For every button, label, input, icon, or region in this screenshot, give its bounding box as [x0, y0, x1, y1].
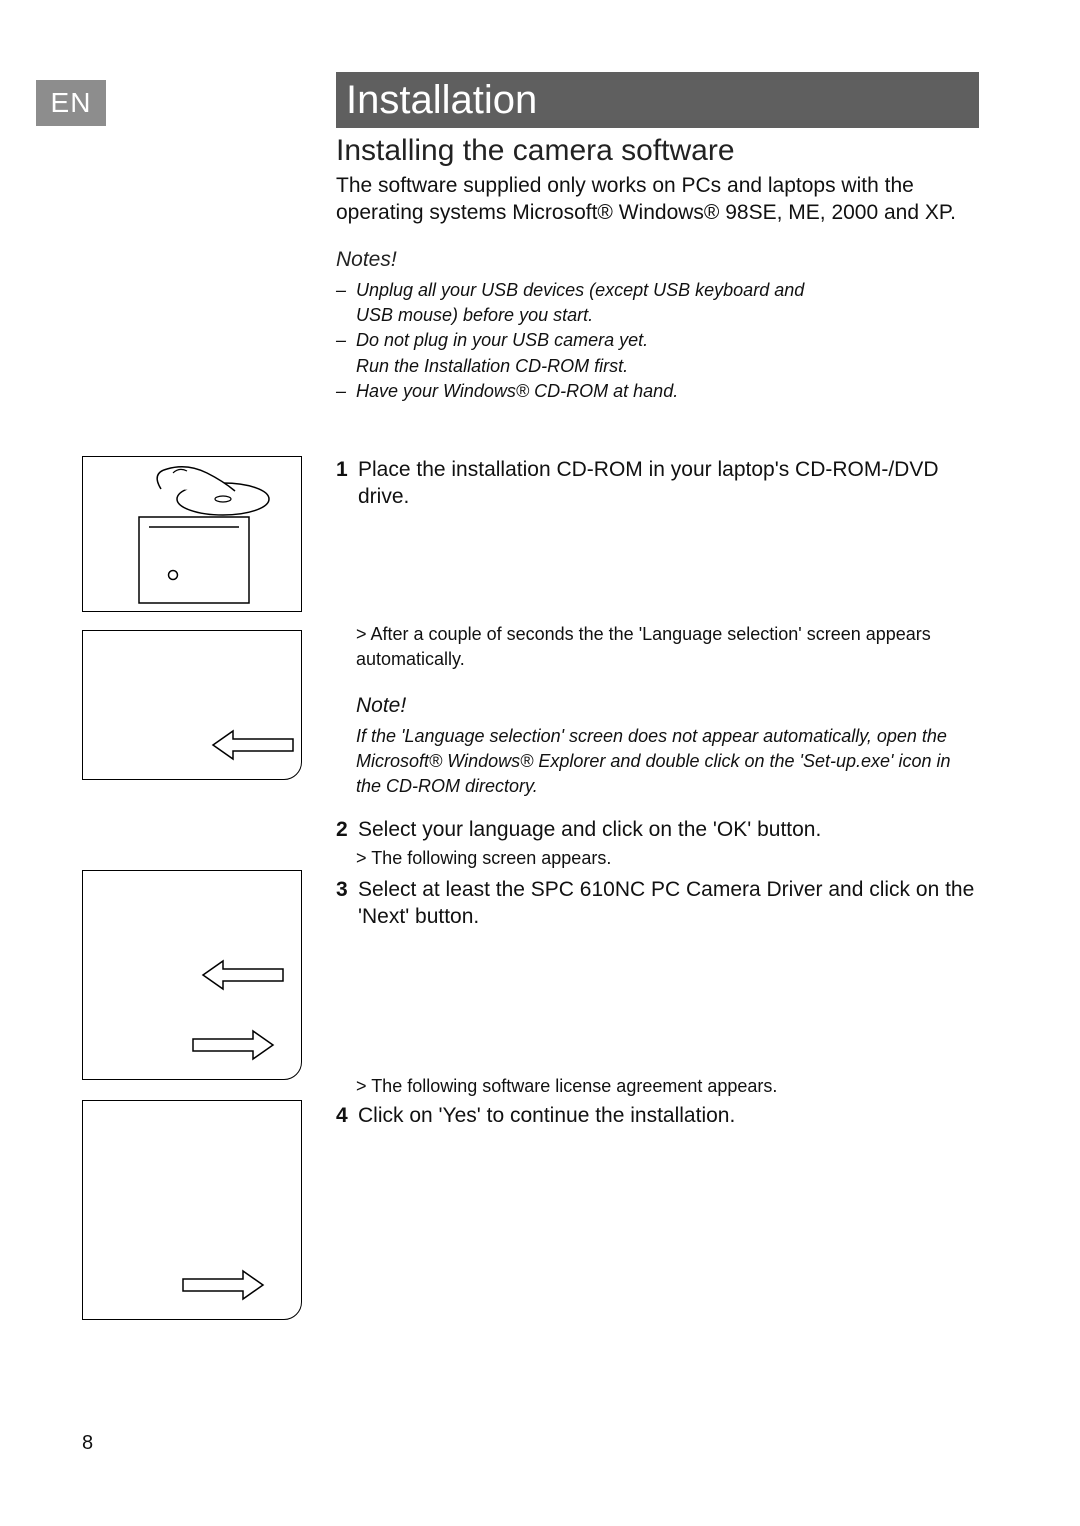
arrow-right-icon — [183, 1271, 263, 1299]
arrow-right-icon — [193, 1031, 273, 1059]
note-item: Run the Installation CD-ROM first. — [356, 354, 896, 379]
step-text: Place the installation CD-ROM in your la… — [358, 456, 956, 511]
step-text: Select your language and click on the 'O… — [358, 816, 821, 843]
illustration-language-screen — [82, 630, 302, 780]
step-2: 2 Select your language and click on the … — [336, 816, 966, 843]
step-1: 1 Place the installation CD-ROM in your … — [336, 456, 956, 511]
step-text: Click on 'Yes' to continue the installat… — [358, 1102, 735, 1129]
language-badge: EN — [36, 80, 106, 126]
note-item: Unplug all your USB devices (except USB … — [356, 278, 804, 303]
step-number: 1 — [336, 456, 358, 511]
illustration-license-agreement — [82, 1100, 302, 1320]
page-title: Installation — [336, 72, 979, 128]
notes-list: –Unplug all your USB devices (except USB… — [336, 278, 896, 404]
result-text: > The following screen appears. — [356, 848, 956, 869]
step-number: 3 — [336, 876, 358, 931]
note-item: Have your Windows® CD-ROM at hand. — [356, 379, 678, 404]
page-number: 8 — [82, 1432, 93, 1455]
arrow-left-icon — [213, 731, 293, 759]
page: EN Installation Installing the camera so… — [0, 0, 1080, 1526]
result-text: > The following software license agreeme… — [356, 1076, 956, 1097]
illustration-driver-select — [82, 870, 302, 1080]
arrow-left-icon — [203, 961, 283, 989]
note-item: USB mouse) before you start. — [356, 303, 896, 328]
result-text: > After a couple of seconds the the 'Lan… — [356, 622, 956, 672]
section-heading: Installing the camera software — [336, 134, 735, 168]
note-item: Do not plug in your USB camera yet. — [356, 328, 648, 353]
step-4: 4 Click on 'Yes' to continue the install… — [336, 1102, 956, 1129]
step-number: 4 — [336, 1102, 358, 1129]
note-heading: Note! — [356, 694, 406, 718]
step-text: Select at least the SPC 610NC PC Camera … — [358, 876, 976, 931]
step-3: 3 Select at least the SPC 610NC PC Camer… — [336, 876, 976, 931]
step-number: 2 — [336, 816, 358, 843]
intro-text: The software supplied only works on PCs … — [336, 172, 966, 227]
cdrom-drawing — [83, 457, 303, 613]
notes-heading: Notes! — [336, 248, 397, 272]
note-body: If the 'Language selection' screen does … — [356, 724, 956, 800]
illustration-cdrom-insert — [82, 456, 302, 612]
